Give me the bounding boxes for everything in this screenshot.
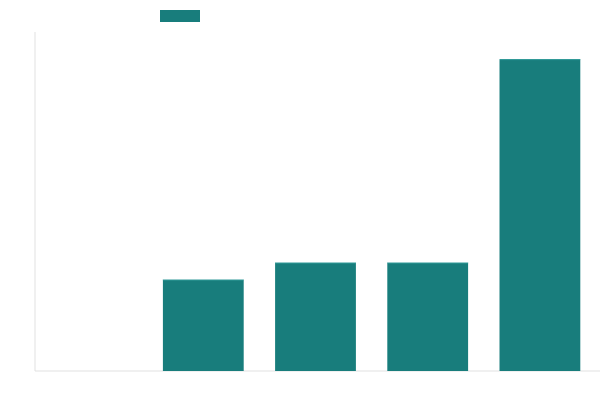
bar-2 xyxy=(162,279,244,371)
bars-group xyxy=(162,59,581,371)
bar-4 xyxy=(387,262,469,371)
legend-swatch xyxy=(160,10,200,22)
bar-5 xyxy=(499,59,581,371)
legend xyxy=(160,10,200,22)
bar-3 xyxy=(275,262,356,371)
